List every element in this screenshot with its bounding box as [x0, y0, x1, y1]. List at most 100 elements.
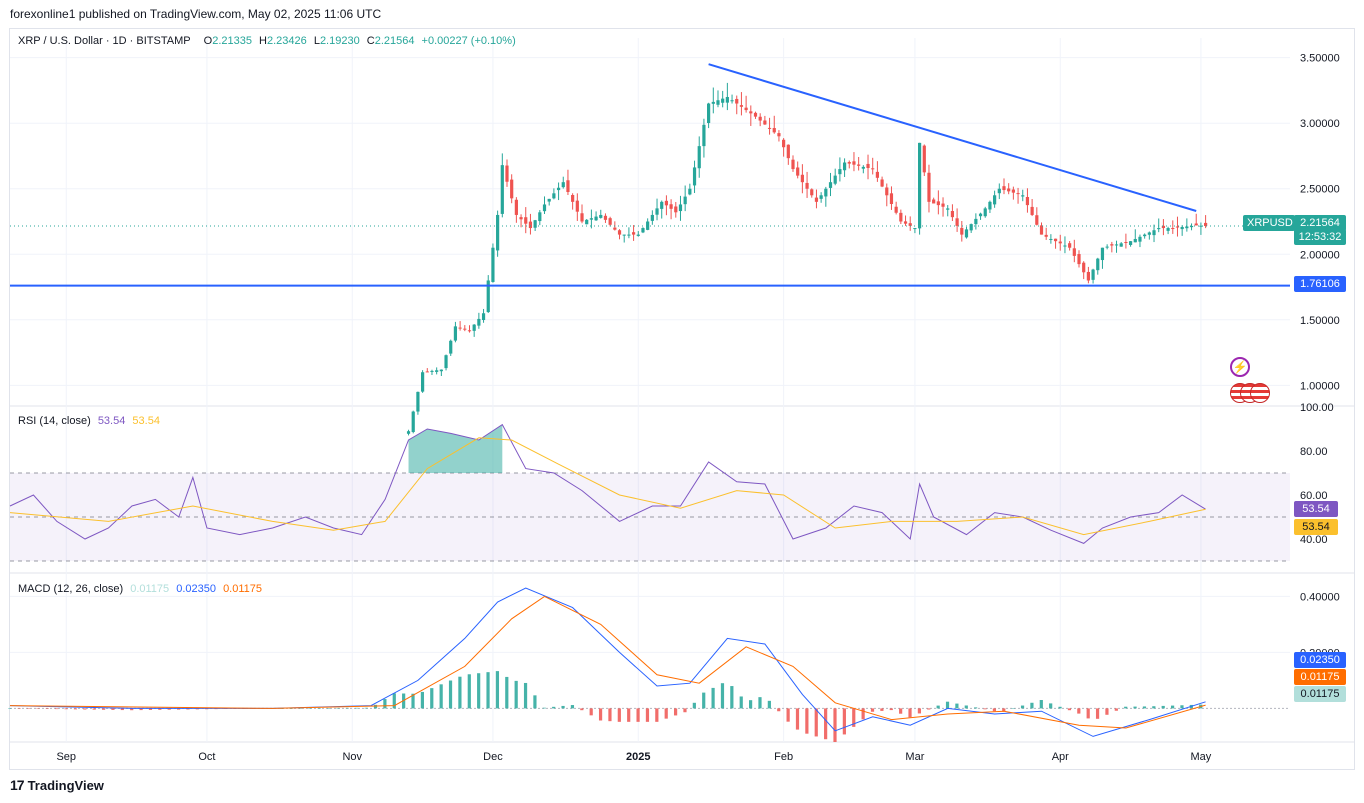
macd-histogram-bar: [26, 708, 31, 709]
macd-histogram-bar: [767, 700, 771, 709]
macd-histogram-bar: [533, 695, 537, 709]
candle-body: [936, 201, 940, 206]
macd-histogram-bar: [627, 708, 631, 722]
rsi-tick-label: 80.00: [1300, 446, 1328, 458]
candle-body: [1011, 189, 1015, 193]
candle-body: [932, 199, 936, 204]
rsi-ma-badge: 53.54: [1294, 519, 1338, 535]
close-value: 2.21564: [374, 35, 415, 47]
candle-body: [411, 411, 415, 433]
price-tick-label: 3.50000: [1300, 53, 1340, 65]
macd-histogram-bar: [852, 708, 856, 727]
candle-body: [571, 195, 575, 202]
candle-body: [753, 112, 758, 117]
price-legend: XRP / U.S. Dollar · 1D · BITSTAMP O2.213…: [18, 35, 520, 47]
candle-body: [899, 212, 903, 222]
candle-body: [472, 324, 476, 331]
candle-body: [1030, 206, 1034, 215]
candle-body: [421, 372, 425, 392]
rsi-value: 53.54: [97, 415, 126, 427]
candle-body: [1007, 188, 1011, 192]
candle-body: [486, 280, 490, 313]
flag-icon[interactable]: [1230, 383, 1270, 403]
candle-body: [519, 217, 523, 220]
candle-body: [631, 232, 636, 235]
price-tick-label: 1.00000: [1300, 380, 1340, 392]
open-value: 2.21335: [212, 35, 252, 47]
support-badge: 1.76106: [1294, 276, 1346, 292]
candle-body: [435, 370, 439, 372]
macd-histogram-bar: [824, 708, 828, 740]
macd-histogram-bar: [167, 708, 171, 710]
rsi-line: [9, 423, 1206, 544]
macd-histogram-bar: [411, 693, 415, 709]
macd-histogram-bar: [120, 708, 124, 711]
candle-body: [1189, 225, 1194, 228]
candle-body: [857, 164, 861, 166]
candle-body: [908, 223, 912, 226]
macd-histogram-bar: [720, 683, 725, 709]
macd-histogram-bar: [861, 708, 865, 720]
last-price-badge: 2.21564: [1294, 215, 1346, 231]
symbol-label: XRP / U.S. Dollar · 1D · BITSTAMP: [18, 35, 191, 47]
candle-body: [1143, 234, 1147, 237]
candle-body: [866, 163, 870, 168]
macd-histogram-bar: [448, 680, 453, 709]
candle-body: [1025, 196, 1030, 206]
footer-brand[interactable]: 17 TradingView: [10, 777, 104, 793]
macd-histogram-bar: [889, 708, 893, 711]
flash-icon[interactable]: ⚡: [1230, 357, 1250, 377]
candle-body: [767, 127, 772, 129]
macd-histogram-bar: [702, 692, 706, 709]
candle-body: [993, 195, 997, 205]
macd-histogram-bar: [1049, 703, 1053, 709]
macd-histogram-bar: [83, 708, 87, 710]
candle-body: [1049, 238, 1053, 240]
candle-body: [716, 100, 720, 105]
candle-body: [749, 111, 753, 114]
candle-body: [1204, 222, 1208, 227]
macd-histogram-bar: [1002, 708, 1006, 712]
macd-pane: [8, 587, 1290, 742]
macd-hist-value: 0.01175: [130, 583, 170, 595]
candle-body: [674, 206, 678, 213]
macd-histogram-bar: [945, 701, 950, 709]
macd-histogram-bar: [176, 708, 181, 710]
macd-histogram-bar: [542, 707, 546, 709]
candle-body: [1105, 246, 1109, 248]
candle-body: [1171, 228, 1175, 230]
candle-body: [599, 214, 603, 218]
candle-body: [974, 218, 978, 225]
candle-body: [425, 371, 429, 373]
macd-histogram-bar: [673, 708, 678, 716]
time-tick-label: Mar: [905, 751, 924, 763]
time-tick-label: Oct: [198, 751, 215, 763]
candle-body: [594, 216, 598, 221]
macd-histogram-bar: [1124, 706, 1128, 709]
candle-body: [1021, 195, 1025, 197]
candle-body: [580, 213, 584, 222]
candle-body: [758, 116, 762, 121]
candle-body: [1180, 227, 1184, 230]
candle-body: [978, 213, 983, 217]
macd-histogram-bar: [552, 706, 556, 709]
candle-body: [917, 142, 922, 229]
macd-histogram-bar: [55, 708, 59, 710]
candle-body: [739, 105, 744, 107]
candle-body: [903, 221, 908, 224]
candle-body: [514, 199, 518, 215]
macd-histogram-bar: [899, 708, 903, 714]
macd-histogram-bar: [927, 708, 931, 710]
macd-histogram-bar: [739, 696, 743, 709]
change-value: +0.00227 (+0.10%): [421, 35, 516, 47]
candle-body: [721, 98, 725, 103]
macd-histogram-bar: [1039, 700, 1043, 709]
macd-histogram-bar: [749, 700, 753, 709]
candle-body: [997, 188, 1001, 194]
candle-body: [430, 370, 434, 372]
candle-body: [842, 162, 847, 171]
candle-body: [669, 204, 673, 209]
price-tick-label: 1.50000: [1300, 315, 1340, 327]
time-tick-label: May: [1191, 751, 1212, 763]
